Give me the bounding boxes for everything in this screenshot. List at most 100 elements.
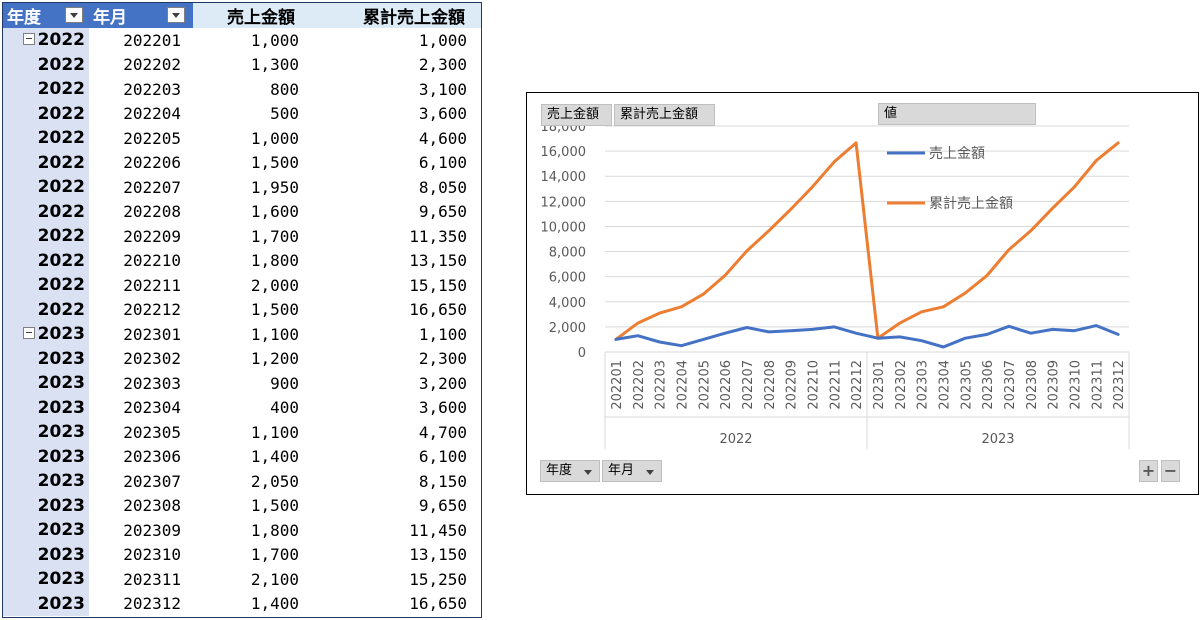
year-cell: 2022 (3, 77, 89, 102)
cumulative-sales-cell: 11,450 (409, 520, 467, 540)
year-cell: 2023 (3, 591, 89, 616)
table-row: 2022 202208 1,600 9,650 (3, 199, 481, 224)
pivot-header-row: 年度 年月 売上金額 累計売上金額 (3, 3, 481, 28)
x-tick-label: 202311 (1090, 360, 1105, 410)
cumulative-sales-cell: 16,650 (409, 594, 467, 614)
year-cell-label: 2023 (37, 544, 85, 565)
x-tick-label: 202206 (719, 360, 734, 410)
cumulative-sales-cell: 4,600 (418, 128, 467, 148)
year-cell-label: 2022 (37, 275, 85, 296)
expand-field-button[interactable]: + (1139, 460, 1158, 482)
pivot-table: 年度 年月 売上金額 累計売上金額 2022 202201 1,000 1,000 20… (2, 2, 482, 618)
cumulative-sales-field-button[interactable]: 累計売上金額 (614, 104, 715, 126)
year-month-cell: 202209 (123, 226, 181, 246)
table-row: 2022 202209 1,700 11,350 (3, 224, 481, 249)
collapse-field-button[interactable]: − (1161, 460, 1180, 482)
year-cell: 2023 (3, 493, 89, 518)
x-tick-label: 202204 (675, 360, 690, 410)
year-month-cell: 202302 (123, 349, 181, 369)
collapse-icon[interactable] (22, 327, 35, 340)
sales-header[interactable]: 売上金額 (193, 3, 311, 28)
y-tick-label: 12,000 (541, 195, 587, 210)
x-tick-label: 202309 (1047, 360, 1062, 410)
cumulative-sales-cell: 13,150 (409, 545, 467, 565)
year-cell-label: 2022 (37, 79, 85, 100)
sales-field-button[interactable]: 売上金額 (541, 104, 612, 126)
year-cell-label: 2023 (37, 569, 85, 590)
year-cell: 2023 (3, 371, 89, 396)
sales-cell: 1,400 (250, 594, 299, 614)
table-row: 2023 202305 1,100 4,700 (3, 420, 481, 445)
cumulative-sales-cell: 3,100 (418, 79, 467, 99)
cumulative-sales-header[interactable]: 累計売上金額 (311, 3, 481, 28)
year-month-cell: 202304 (123, 398, 181, 418)
x-tick-label: 202307 (1003, 360, 1018, 410)
sales-cell: 400 (270, 398, 299, 418)
y-tick-label: 4,000 (549, 296, 586, 311)
sales-cell: 1,000 (250, 30, 299, 50)
year-cell-label: 2022 (37, 250, 85, 271)
sales-cell: 1,700 (250, 545, 299, 565)
sales-cell: 1,500 (250, 496, 299, 516)
series-line (614, 141, 1120, 341)
cumulative-sales-cell: 9,650 (418, 496, 467, 516)
month-filter-dropdown-icon[interactable] (167, 7, 185, 23)
year-cell: 2023 (3, 395, 89, 420)
table-row: 2023 202304 400 3,600 (3, 395, 481, 420)
sales-cell: 500 (270, 104, 299, 124)
x-tick-label: 202304 (937, 360, 952, 410)
table-row: 2022 202201 1,000 1,000 (3, 28, 481, 53)
month-header[interactable]: 年月 (89, 3, 193, 28)
x-tick-label: 202210 (806, 360, 821, 410)
year-cell: 2022 (3, 224, 89, 249)
year-cell[interactable]: 2022 (3, 28, 89, 53)
table-row: 2022 202202 1,300 2,300 (3, 52, 481, 77)
cumulative-sales-cell: 9,650 (418, 202, 467, 222)
year-month-cell: 202303 (123, 373, 181, 393)
year-cell: 2023 (3, 567, 89, 592)
year-month-cell: 202202 (123, 55, 181, 75)
cumulative-sales-cell: 8,050 (418, 177, 467, 197)
values-field-button[interactable]: 値 (878, 103, 1036, 125)
year-month-cell: 202212 (123, 300, 181, 320)
sales-cell: 1,600 (250, 202, 299, 222)
year-filter-dropdown-icon[interactable] (65, 7, 83, 23)
table-row: 2022 202206 1,500 6,100 (3, 150, 481, 175)
year-cell: 2023 (3, 469, 89, 494)
year-cell[interactable]: 2023 (3, 322, 89, 347)
legend-label: 累計売上金額 (929, 196, 1013, 212)
sales-cell: 2,050 (250, 471, 299, 491)
sales-cell: 1,700 (250, 226, 299, 246)
year-month-cell: 202206 (123, 153, 181, 173)
year-month-cell: 202307 (123, 471, 181, 491)
year-month-cell: 202208 (123, 202, 181, 222)
table-row: 2023 202312 1,400 16,650 (3, 591, 481, 616)
year-cell: 2023 (3, 542, 89, 567)
year-month-cell: 202204 (123, 104, 181, 124)
year-cell-label: 2023 (37, 495, 85, 516)
table-row: 2022 202212 1,500 16,650 (3, 297, 481, 322)
year-axis-field-button[interactable]: 年度 (540, 460, 600, 482)
cumulative-sales-cell: 3,600 (418, 104, 467, 124)
x-tick-label: 202302 (894, 360, 909, 410)
year-header[interactable]: 年度 (3, 3, 89, 28)
x-tick-label: 202305 (959, 360, 974, 410)
sales-cell: 2,000 (250, 275, 299, 295)
x-tick-label: 202301 (872, 360, 887, 410)
collapse-icon[interactable] (22, 33, 35, 46)
x-tick-label: 202310 (1068, 360, 1083, 410)
y-tick-label: 8,000 (549, 246, 586, 261)
table-row: 2023 202311 2,100 15,250 (3, 567, 481, 592)
pivot-chart[interactable]: 0 2,000 4,000 6,000 8,000 10,000 12,000 14,000 1… (526, 92, 1199, 495)
legend-label: 売上金額 (929, 146, 985, 162)
sales-cell: 1,100 (250, 324, 299, 344)
x-tick-label: 202203 (654, 360, 669, 410)
month-axis-field-button[interactable]: 年月 (602, 460, 662, 482)
year-month-cell: 202311 (123, 569, 181, 589)
year-cell: 2022 (3, 248, 89, 273)
year-cell-label: 2023 (37, 348, 85, 369)
cumulative-sales-cell: 3,600 (418, 398, 467, 418)
year-month-cell: 202207 (123, 177, 181, 197)
year-cell-label: 2022 (37, 299, 85, 320)
cumulative-sales-cell: 2,300 (418, 349, 467, 369)
